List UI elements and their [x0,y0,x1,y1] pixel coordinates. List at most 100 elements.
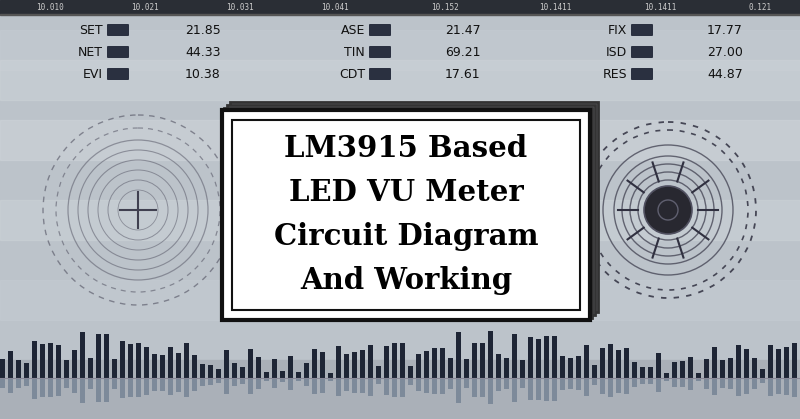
Text: And Working: And Working [300,266,512,295]
Bar [720,378,726,388]
Text: 44.33: 44.33 [185,46,221,59]
Text: RES: RES [602,67,627,80]
Bar [224,350,229,378]
Bar [32,378,38,398]
Text: 17.61: 17.61 [445,67,481,80]
Bar [48,378,53,397]
Bar [328,378,333,381]
Bar [600,349,606,378]
Bar [152,354,157,378]
Bar [688,378,693,390]
Bar [384,346,389,378]
Bar [672,362,677,378]
Bar [376,367,381,378]
Text: 10.38: 10.38 [185,67,221,80]
Bar [88,358,93,378]
Bar [304,362,309,378]
Bar [640,367,646,378]
Bar [608,378,614,397]
Bar [128,344,133,378]
Bar [296,372,301,378]
Bar [440,348,445,378]
Bar [760,378,766,383]
Bar [256,378,261,389]
Text: LM3915 Based: LM3915 Based [285,134,527,163]
Bar [0,120,800,160]
Bar [776,349,781,378]
Bar [544,336,550,378]
Bar [320,352,325,378]
Bar [40,344,45,378]
Bar [648,367,654,378]
Bar [528,378,534,401]
Text: 10.041: 10.041 [321,3,349,11]
Bar [744,378,750,394]
Bar [288,378,293,391]
Bar [56,344,61,378]
Bar [496,354,501,378]
Text: SET: SET [79,23,103,36]
FancyBboxPatch shape [369,46,391,58]
Bar [72,350,77,378]
Bar [232,378,237,386]
Bar [776,349,781,378]
Bar [136,344,141,378]
Bar [24,378,29,386]
Bar [144,347,149,378]
Bar [776,378,781,394]
Bar [504,378,509,389]
Bar [400,343,405,378]
Bar [216,369,221,378]
Bar [400,343,405,378]
Bar [424,378,429,393]
Bar [528,378,534,401]
Bar [176,378,181,391]
Bar [72,350,77,378]
Bar [504,378,509,389]
Bar [224,108,592,318]
Bar [128,378,133,396]
Bar [0,14,800,16]
Bar [64,360,70,378]
Bar [424,352,429,378]
Bar [704,359,710,378]
Bar [400,378,405,398]
Bar [520,378,526,388]
Bar [160,378,165,391]
Bar [752,358,758,378]
Bar [232,363,237,378]
Bar [176,353,181,378]
Bar [728,378,734,389]
Bar [0,60,800,100]
Bar [744,378,750,394]
Bar [424,378,429,393]
Bar [32,378,38,398]
Bar [144,378,149,395]
Bar [512,378,518,402]
Bar [744,349,750,378]
Bar [80,378,86,403]
Bar [152,354,157,378]
Text: Circuit Diagram: Circuit Diagram [274,222,538,251]
Bar [696,378,701,381]
Bar [672,378,677,387]
Bar [176,378,181,391]
Bar [448,358,453,378]
Bar [376,367,381,378]
Bar [120,378,125,398]
Bar [352,352,357,378]
Bar [128,378,133,396]
Bar [536,339,542,378]
Bar [232,363,237,378]
Bar [208,365,213,378]
Bar [144,378,149,395]
Bar [720,360,726,378]
Text: 10.1411: 10.1411 [644,3,676,11]
Bar [432,378,437,394]
Text: 0.121: 0.121 [749,3,771,11]
Bar [792,343,797,378]
Bar [648,367,654,378]
Bar [696,378,701,381]
Bar [584,345,589,378]
Bar [712,347,718,378]
